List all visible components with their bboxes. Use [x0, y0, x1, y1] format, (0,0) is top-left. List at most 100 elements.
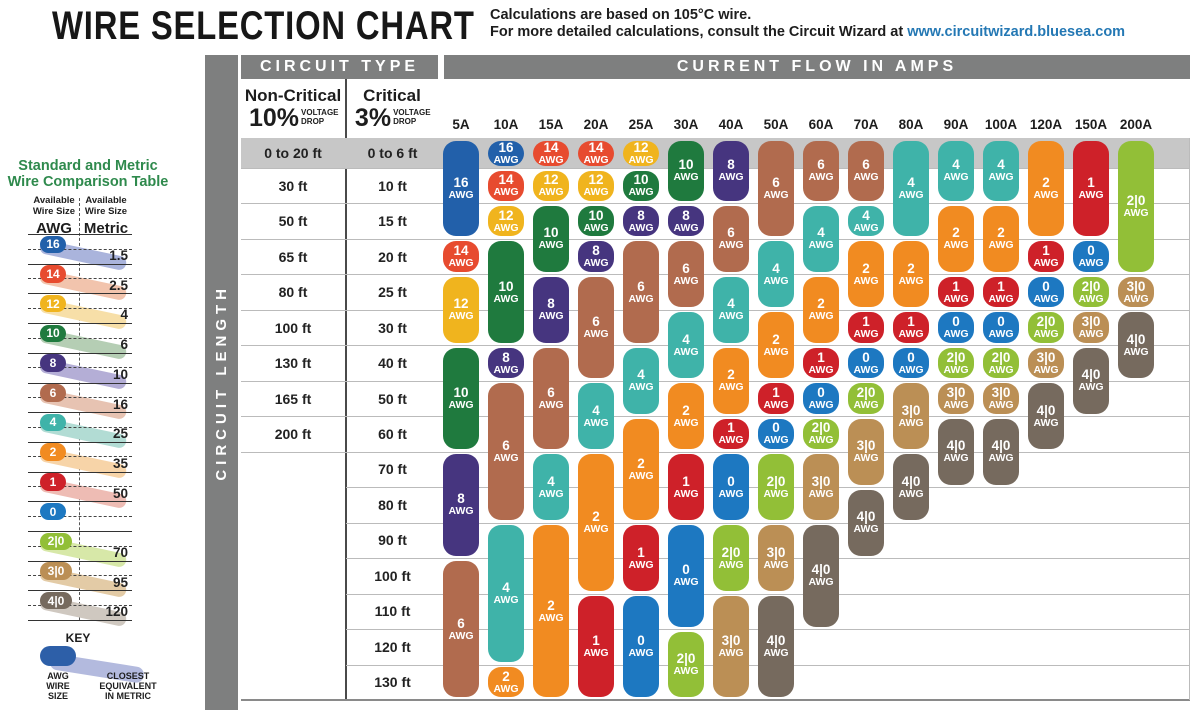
- wire-gauge-pill: 10 AWG: [668, 140, 704, 201]
- pill-awg-suffix: AWG: [583, 257, 609, 270]
- wire-gauge-pill: 4|0 AWG: [848, 489, 884, 556]
- pill-awg-suffix: AWG: [943, 363, 969, 376]
- non-critical-length-label: 200 ft: [274, 425, 312, 442]
- pill-awg-suffix: AWG: [808, 171, 834, 184]
- pill-awg-number: 4|0: [901, 473, 921, 489]
- pill-awg-number: 8: [502, 349, 510, 365]
- pill-awg-suffix: AWG: [673, 487, 699, 500]
- pill-awg-number: 2: [772, 331, 780, 347]
- pill-awg-number: 0: [637, 633, 645, 649]
- pill-awg-number: 4: [772, 260, 780, 276]
- awg-size-pill: 1: [40, 473, 66, 491]
- pill-awg-suffix: AWG: [583, 153, 609, 166]
- metric-column-header: Available Wire Size Metric: [83, 195, 129, 237]
- pill-awg-suffix: AWG: [1033, 292, 1059, 305]
- wire-gauge-pill: 1 AWG: [983, 276, 1019, 308]
- amp-column-header: 20A: [583, 117, 609, 132]
- wire-gauge-pill: 6 AWG: [488, 383, 524, 521]
- pill-awg-suffix: AWG: [1123, 345, 1149, 358]
- wire-gauge-pill: 4 AWG: [713, 276, 749, 343]
- pill-awg-number: 3|0: [856, 438, 876, 454]
- wire-gauge-pill: 3|0 AWG: [983, 383, 1019, 414]
- pill-awg-suffix: AWG: [628, 381, 654, 394]
- amp-column-header: 90A: [943, 117, 969, 132]
- pill-awg-number: 0: [772, 420, 780, 436]
- pill-awg-number: 2|0: [1036, 314, 1056, 330]
- pill-awg-suffix: AWG: [808, 399, 834, 412]
- pill-awg-suffix: AWG: [763, 558, 789, 571]
- wire-gauge-pill: 2 AWG: [758, 312, 794, 379]
- wire-gauge-pill: 8 AWG: [668, 205, 704, 237]
- pill-awg-suffix: AWG: [673, 274, 699, 287]
- comparison-row: 8 10: [28, 352, 132, 390]
- wire-gauge-pill: 4 AWG: [938, 140, 974, 201]
- metric-value: 1.5: [109, 248, 128, 263]
- wire-gauge-pill: 14 AWG: [488, 170, 524, 201]
- pill-awg-number: 2|0: [721, 544, 741, 560]
- pill-awg-suffix: AWG: [538, 153, 564, 166]
- pill-awg-suffix: AWG: [763, 345, 789, 358]
- pill-awg-suffix: AWG: [808, 487, 834, 500]
- non-critical-drop-label: VOLTAGE DROP: [301, 108, 339, 126]
- pill-awg-suffix: AWG: [988, 328, 1014, 341]
- wire-gauge-pill: 10 AWG: [443, 347, 479, 450]
- grid-line: [241, 203, 1190, 205]
- pill-awg-suffix: AWG: [898, 188, 924, 201]
- pill-awg-suffix: AWG: [763, 487, 789, 500]
- pill-awg-number: 4: [817, 225, 825, 241]
- grid-right-line: [1189, 138, 1190, 700]
- pill-awg-number: 0: [727, 473, 735, 489]
- pill-awg-suffix: AWG: [583, 328, 609, 341]
- pill-awg-suffix: AWG: [673, 171, 699, 184]
- wire-gauge-pill: 1 AWG: [623, 525, 659, 592]
- pill-awg-suffix: AWG: [538, 399, 564, 412]
- dashed-line: [28, 397, 132, 398]
- pill-awg-number: 3|0: [1081, 314, 1101, 330]
- pill-awg-number: 3|0: [766, 544, 786, 560]
- wire-gauge-pill: 2|0 AWG: [1073, 276, 1109, 308]
- pill-awg-suffix: AWG: [718, 558, 744, 571]
- wire-gauge-pill: 16 AWG: [488, 140, 524, 166]
- wire-gauge-pill: 3|0 AWG: [1028, 347, 1064, 379]
- wire-gauge-pill: 0 AWG: [893, 347, 929, 379]
- pill-awg-suffix: AWG: [898, 363, 924, 376]
- comparison-row: 2|0 70: [28, 531, 132, 569]
- pill-awg-number: 2: [637, 455, 645, 471]
- pill-awg-number: 6: [817, 157, 825, 173]
- pill-awg-suffix: AWG: [493, 292, 519, 305]
- pill-awg-number: 4: [547, 473, 555, 489]
- dashed-line: [28, 604, 132, 606]
- pill-awg-number: 1: [592, 633, 600, 649]
- pill-awg-suffix: AWG: [1078, 257, 1104, 270]
- pill-awg-number: 2: [682, 402, 690, 418]
- pill-awg-suffix: AWG: [853, 171, 879, 184]
- pill-awg-suffix: AWG: [583, 416, 609, 429]
- wire-gauge-pill: 2|0 AWG: [848, 383, 884, 414]
- pill-awg-suffix: AWG: [1033, 416, 1059, 429]
- wire-gauge-pill: 2 AWG: [803, 276, 839, 343]
- grid-line: [346, 522, 1190, 524]
- pill-awg-suffix: AWG: [1078, 328, 1104, 341]
- dashed-line: [28, 456, 132, 458]
- wire-gauge-pill: 4|0 AWG: [803, 525, 839, 627]
- pill-awg-suffix: AWG: [448, 399, 474, 412]
- wire-gauge-pill: 2 AWG: [983, 205, 1019, 272]
- metric-value: 120: [105, 604, 128, 620]
- critical-length-label: 25 ft: [378, 284, 407, 301]
- circuit-wizard-link[interactable]: www.circuitwizard.bluesea.com: [907, 24, 1126, 40]
- pill-awg-suffix: AWG: [763, 399, 789, 412]
- pill-awg-number: 3|0: [721, 633, 741, 649]
- pill-awg-suffix: AWG: [448, 188, 474, 201]
- pill-awg-suffix: AWG: [943, 328, 969, 341]
- non-critical-length-label: 100 ft: [274, 319, 312, 336]
- wire-gauge-pill: 4|0 AWG: [1028, 383, 1064, 450]
- wire-gauge-pill: 4|0 AWG: [1118, 312, 1154, 379]
- awg-size-pill: 14: [40, 265, 66, 283]
- wire-gauge-pill: 1 AWG: [668, 454, 704, 521]
- pill-awg-number: 3|0: [1036, 349, 1056, 365]
- pill-awg-number: 8: [592, 243, 600, 259]
- non-critical-length-label: 50 ft: [278, 213, 308, 230]
- pill-awg-number: 14: [588, 139, 604, 155]
- pill-awg-suffix: AWG: [538, 186, 564, 199]
